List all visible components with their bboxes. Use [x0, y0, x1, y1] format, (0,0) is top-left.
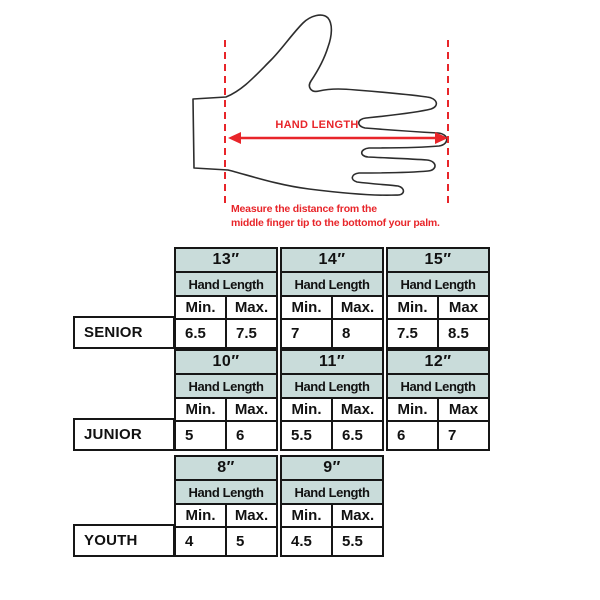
max-label: Max: [437, 397, 490, 422]
size-header: 10″: [174, 349, 278, 375]
caption-line-1: Measure the distance from the: [231, 203, 377, 215]
max-label: Max.: [331, 397, 384, 422]
max-value: 6.5: [331, 420, 384, 451]
max-value: 7: [437, 420, 490, 451]
size-header: 11″: [280, 349, 384, 375]
hand-length-header: Hand Length: [280, 373, 384, 399]
min-value: 4.5: [280, 526, 333, 557]
max-label: Max.: [331, 503, 384, 528]
size-group-15: 15″ Hand Length Min. Max 7.5 8.5: [386, 247, 490, 349]
hand-length-header: Hand Length: [386, 271, 490, 297]
max-label: Max: [437, 295, 490, 320]
hand-diagram: [192, 14, 449, 205]
min-label: Min.: [174, 295, 227, 320]
min-label: Min.: [386, 397, 439, 422]
size-group-11: 11″ Hand Length Min. Max. 5.5 6.5: [280, 349, 384, 451]
size-group-9: 9″ Hand Length Min. Max. 4.5 5.5: [280, 455, 384, 557]
min-value: 4: [174, 526, 227, 557]
max-label: Max.: [225, 295, 278, 320]
min-label: Min.: [280, 397, 333, 422]
hand-length-header: Hand Length: [280, 271, 384, 297]
size-group-13: 13″ Hand Length Min. Max. 6.5 7.5: [174, 247, 278, 349]
row-label-youth: YOUTH: [73, 524, 175, 557]
row-label-senior: SENIOR: [73, 316, 175, 349]
measurement-caption: Measure the distance from the middle fin…: [231, 203, 440, 230]
size-group-10: 10″ Hand Length Min. Max. 5 6: [174, 349, 278, 451]
size-group-8: 8″ Hand Length Min. Max. 4 5: [174, 455, 278, 557]
size-header: 15″: [386, 247, 490, 273]
hand-length-label: HAND LENGTH: [275, 119, 359, 131]
max-value: 8.5: [437, 318, 490, 349]
senior-block: SENIOR 13″ Hand Length Min. Max. 6.5 7.5…: [73, 247, 492, 349]
min-value: 5.5: [280, 420, 333, 451]
max-label: Max.: [225, 397, 278, 422]
size-header: 9″: [280, 455, 384, 481]
hand-length-header: Hand Length: [174, 373, 278, 399]
hand-outline-drawing: [192, 14, 448, 196]
hand-length-header: Hand Length: [174, 271, 278, 297]
sizing-tables: SENIOR 13″ Hand Length Min. Max. 6.5 7.5…: [73, 247, 492, 557]
min-label: Min.: [280, 295, 333, 320]
size-header: 13″: [174, 247, 278, 273]
max-value: 6: [225, 420, 278, 451]
size-group-12: 12″ Hand Length Min. Max 6 7: [386, 349, 490, 451]
min-value: 7.5: [386, 318, 439, 349]
arrow-head-left: [228, 132, 241, 144]
caption-line-2: middle finger tip to the bottomof your p…: [231, 216, 440, 229]
hand-length-header: Hand Length: [386, 373, 490, 399]
size-group-14: 14″ Hand Length Min. Max. 7 8: [280, 247, 384, 349]
min-label: Min.: [174, 503, 227, 528]
size-header: 12″: [386, 349, 490, 375]
max-label: Max.: [225, 503, 278, 528]
junior-block: JUNIOR 10″ Hand Length Min. Max. 5 6 11″…: [73, 349, 492, 451]
size-header: 14″: [280, 247, 384, 273]
min-label: Min.: [386, 295, 439, 320]
max-value: 8: [331, 318, 384, 349]
max-value: 7.5: [225, 318, 278, 349]
min-label: Min.: [280, 503, 333, 528]
min-value: 6: [386, 420, 439, 451]
row-label-junior: JUNIOR: [73, 418, 175, 451]
arrow-head-right: [435, 132, 448, 144]
min-value: 7: [280, 318, 333, 349]
youth-block: YOUTH 8″ Hand Length Min. Max. 4 5 9″ Ha…: [73, 455, 492, 557]
max-value: 5: [225, 526, 278, 557]
hand-length-header: Hand Length: [280, 479, 384, 505]
max-value: 5.5: [331, 526, 384, 557]
hand-length-header: Hand Length: [174, 479, 278, 505]
min-label: Min.: [174, 397, 227, 422]
min-value: 5: [174, 420, 227, 451]
size-header: 8″: [174, 455, 278, 481]
min-value: 6.5: [174, 318, 227, 349]
max-label: Max.: [331, 295, 384, 320]
